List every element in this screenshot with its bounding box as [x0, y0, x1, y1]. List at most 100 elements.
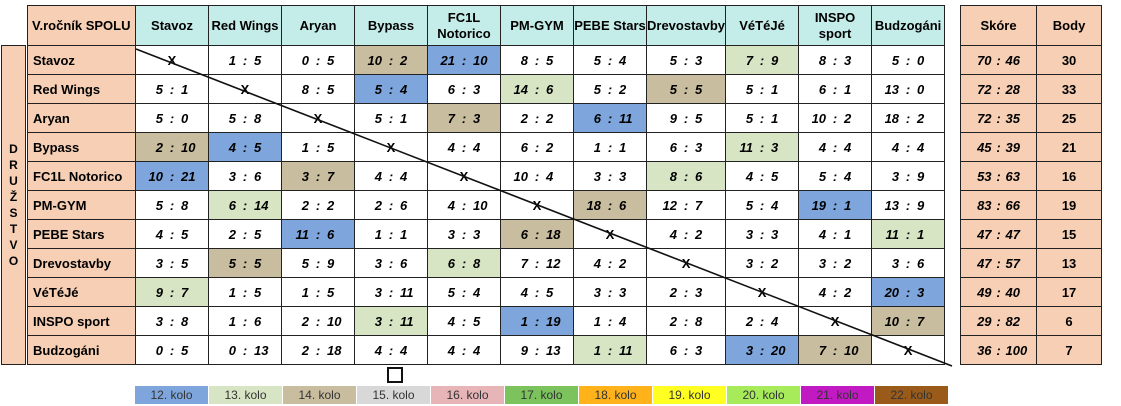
score-cell[interactable]: 5:3 [645, 45, 727, 75]
score-cell[interactable]: 3:8 [135, 306, 209, 336]
score-cell[interactable]: 4:2 [645, 219, 727, 249]
score-cell[interactable]: 1:5 [281, 132, 355, 162]
score-cell[interactable]: 4:4 [427, 335, 501, 365]
score-cell[interactable]: 2:3 [645, 277, 727, 307]
score-cell[interactable]: 3:6 [208, 161, 282, 191]
score-cell[interactable]: 6:18 [500, 219, 574, 249]
diagonal-cell[interactable]: X [427, 161, 501, 191]
score-cell[interactable]: 4:5 [208, 132, 282, 162]
score-cell[interactable]: 0:13 [208, 335, 282, 365]
score-cell[interactable]: 2:5 [208, 219, 282, 249]
score-cell[interactable]: 1:5 [281, 277, 355, 307]
diagonal-cell[interactable]: X [725, 277, 800, 307]
score-cell[interactable]: 20:3 [871, 277, 946, 307]
score-cell[interactable]: 2:10 [281, 306, 355, 336]
score-cell[interactable]: 0:5 [135, 335, 209, 365]
diagonal-cell[interactable]: X [208, 74, 282, 104]
diagonal-cell[interactable]: X [798, 306, 873, 336]
score-cell[interactable]: 1:4 [573, 306, 647, 336]
score-cell[interactable]: 6:8 [427, 248, 501, 278]
score-cell[interactable]: 4:10 [427, 190, 501, 220]
score-cell[interactable]: 8:5 [281, 74, 355, 104]
score-cell[interactable]: 19:1 [798, 190, 873, 220]
score-cell[interactable]: 1:11 [573, 335, 647, 365]
score-cell[interactable]: 3:11 [354, 277, 428, 307]
score-cell[interactable]: 4:4 [427, 132, 501, 162]
score-cell[interactable]: 18:6 [573, 190, 647, 220]
score-cell[interactable]: 6:14 [208, 190, 282, 220]
score-cell[interactable]: 4:2 [573, 248, 647, 278]
score-cell[interactable]: 6:3 [427, 74, 501, 104]
score-cell[interactable]: 2:2 [281, 190, 355, 220]
score-cell[interactable]: 3:20 [725, 335, 800, 365]
score-cell[interactable]: 5:5 [645, 74, 727, 104]
score-cell[interactable]: 13:9 [871, 190, 946, 220]
score-cell[interactable]: 3:9 [871, 161, 946, 191]
score-cell[interactable]: 0:5 [281, 45, 355, 75]
score-cell[interactable]: 10:2 [354, 45, 428, 75]
score-cell[interactable]: 11:3 [725, 132, 800, 162]
score-cell[interactable]: 2:4 [725, 306, 800, 336]
score-cell[interactable]: 8:5 [500, 45, 574, 75]
score-cell[interactable]: 8:3 [798, 45, 873, 75]
score-cell[interactable]: 21:10 [427, 45, 501, 75]
score-cell[interactable]: 5:1 [725, 74, 800, 104]
score-cell[interactable]: 10:2 [798, 103, 873, 133]
score-cell[interactable]: 9:5 [645, 103, 727, 133]
score-cell[interactable]: 3:3 [427, 219, 501, 249]
score-cell[interactable]: 3:7 [281, 161, 355, 191]
diagonal-cell[interactable]: X [135, 45, 209, 75]
score-cell[interactable]: 12:7 [645, 190, 727, 220]
score-cell[interactable]: 6:3 [645, 132, 727, 162]
score-cell[interactable]: 3:3 [725, 219, 800, 249]
score-cell[interactable]: 2:18 [281, 335, 355, 365]
score-cell[interactable]: 2:6 [354, 190, 428, 220]
score-cell[interactable]: 5:8 [135, 190, 209, 220]
score-cell[interactable]: 18:2 [871, 103, 946, 133]
score-cell[interactable]: 4:2 [798, 277, 873, 307]
score-cell[interactable]: 11:1 [871, 219, 946, 249]
score-cell[interactable]: 1:5 [208, 45, 282, 75]
score-cell[interactable]: 10:4 [500, 161, 574, 191]
score-cell[interactable]: 3:6 [871, 248, 946, 278]
score-cell[interactable]: 11:6 [281, 219, 355, 249]
score-cell[interactable]: 4:5 [135, 219, 209, 249]
score-cell[interactable]: 1:19 [500, 306, 574, 336]
score-cell[interactable]: 5:1 [135, 74, 209, 104]
score-cell[interactable]: 8:6 [645, 161, 727, 191]
score-cell[interactable]: 3:3 [573, 277, 647, 307]
score-cell[interactable]: 2:8 [645, 306, 727, 336]
score-cell[interactable]: 1:6 [208, 306, 282, 336]
score-cell[interactable]: 6:2 [500, 132, 574, 162]
score-cell[interactable]: 14:6 [500, 74, 574, 104]
diagonal-cell[interactable]: X [354, 132, 428, 162]
score-cell[interactable]: 10:7 [871, 306, 946, 336]
cell-cursor[interactable] [387, 367, 403, 383]
score-cell[interactable]: 4:5 [500, 277, 574, 307]
score-cell[interactable]: 4:4 [871, 132, 946, 162]
score-cell[interactable]: 4:5 [725, 161, 800, 191]
score-cell[interactable]: 7:12 [500, 248, 574, 278]
score-cell[interactable]: 7:3 [427, 103, 501, 133]
score-cell[interactable]: 5:4 [354, 74, 428, 104]
score-cell[interactable]: 4:4 [354, 161, 428, 191]
score-cell[interactable]: 5:2 [573, 74, 647, 104]
score-cell[interactable]: 5:4 [427, 277, 501, 307]
score-cell[interactable]: 3:3 [573, 161, 647, 191]
score-cell[interactable]: 5:4 [725, 190, 800, 220]
score-cell[interactable]: 5:4 [573, 45, 647, 75]
score-cell[interactable]: 5:8 [208, 103, 282, 133]
score-cell[interactable]: 5:0 [871, 45, 946, 75]
score-cell[interactable]: 5:0 [135, 103, 209, 133]
score-cell[interactable]: 6:1 [798, 74, 873, 104]
score-cell[interactable]: 1:1 [354, 219, 428, 249]
score-cell[interactable]: 5:1 [725, 103, 800, 133]
score-cell[interactable]: 4:4 [798, 132, 873, 162]
score-cell[interactable]: 4:1 [798, 219, 873, 249]
score-cell[interactable]: 7:10 [798, 335, 873, 365]
score-cell[interactable]: 4:4 [354, 335, 428, 365]
score-cell[interactable]: 3:11 [354, 306, 428, 336]
score-cell[interactable]: 3:5 [135, 248, 209, 278]
diagonal-cell[interactable]: X [281, 103, 355, 133]
score-cell[interactable]: 1:5 [208, 277, 282, 307]
